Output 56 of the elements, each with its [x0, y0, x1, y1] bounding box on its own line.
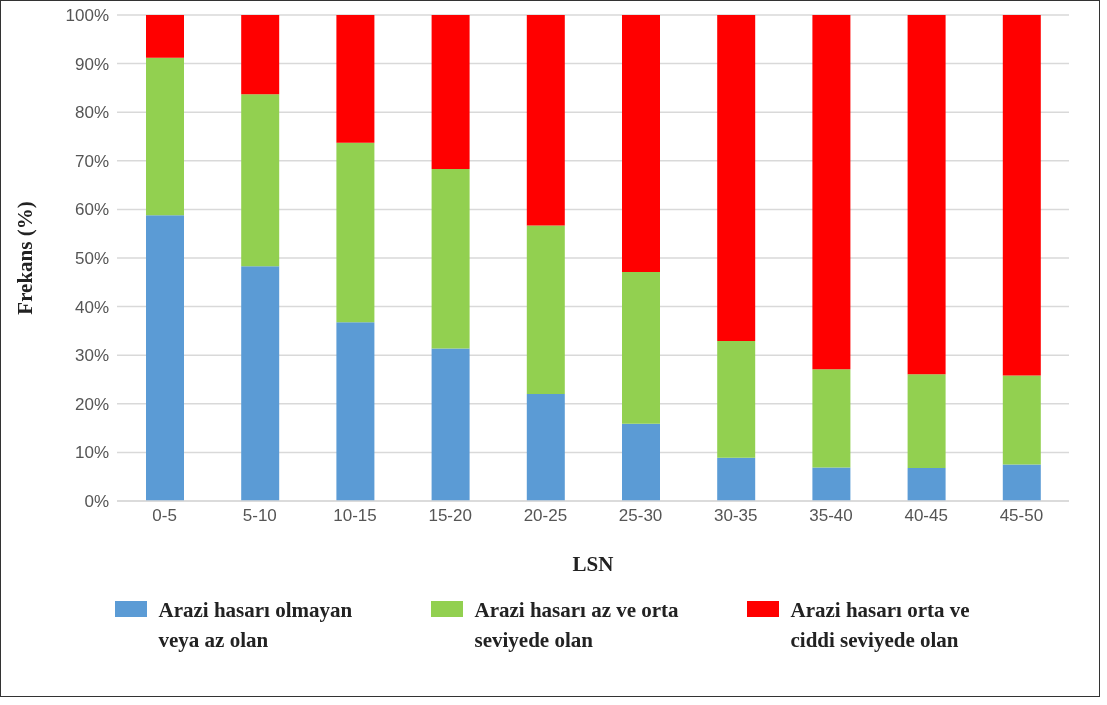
x-tick-label: 30-35: [714, 506, 758, 526]
bar: [717, 341, 756, 458]
x-tick-label: 0-5: [152, 506, 177, 526]
bar: [717, 15, 756, 342]
bar: [336, 15, 375, 143]
bar: [622, 272, 660, 424]
bar: [812, 467, 851, 501]
bar: [146, 57, 184, 216]
y-tick-label: 60%: [74, 200, 109, 220]
bar: [812, 15, 851, 370]
x-tick-label: 10-15: [333, 506, 377, 526]
bar: [717, 457, 756, 501]
bar: [1002, 375, 1041, 465]
y-tick-label: 40%: [74, 297, 109, 317]
bar: [241, 15, 280, 95]
bar: [1002, 464, 1041, 501]
x-axis-title: LSN: [572, 552, 614, 576]
y-tick-label: 0%: [84, 492, 109, 512]
bar: [1002, 15, 1041, 376]
bar: [431, 15, 470, 170]
bar: [526, 394, 565, 501]
y-tick-label: 50%: [74, 249, 109, 269]
bar: [526, 225, 565, 395]
x-tick-label: 5-10: [242, 506, 277, 526]
y-tick-label: 20%: [74, 394, 109, 414]
x-tick-label: 15-20: [428, 506, 472, 526]
x-tick-label: 35-40: [809, 506, 853, 526]
y-tick-label: 30%: [74, 346, 109, 366]
bar: [622, 15, 660, 273]
bar: [812, 369, 851, 468]
bar: [336, 142, 375, 323]
y-axis-title: Frekans (%): [13, 201, 38, 315]
bar: [526, 15, 565, 226]
bar: [431, 169, 470, 349]
bar: [907, 467, 946, 501]
legend-label: Arazi hasarı olmayan veya az olan: [158, 597, 354, 654]
y-tick-label: 90%: [74, 54, 109, 74]
x-tick-label: 20-25: [523, 506, 568, 526]
bar: [241, 94, 280, 267]
y-tick-label: 10%: [74, 443, 109, 463]
bar: [336, 322, 375, 501]
bar: [907, 15, 946, 375]
y-tick-label: 70%: [74, 151, 109, 171]
y-tick-label: 80%: [74, 103, 109, 123]
bar: [907, 374, 946, 468]
bar: [431, 348, 470, 501]
bar: [146, 15, 184, 58]
bar: [622, 423, 660, 501]
x-tick-label: 45-50: [999, 506, 1044, 526]
y-tick-label: 100%: [65, 6, 109, 26]
legend-label: Arazi hasarı az ve orta seviyede olan: [474, 597, 680, 654]
bar: [146, 215, 184, 501]
x-tick-label: 40-45: [904, 506, 948, 526]
bar: [241, 266, 280, 501]
legend-label: Arazi hasarı orta ve ciddi seviyede olan: [790, 597, 971, 654]
x-tick-label: 25-30: [618, 506, 663, 526]
